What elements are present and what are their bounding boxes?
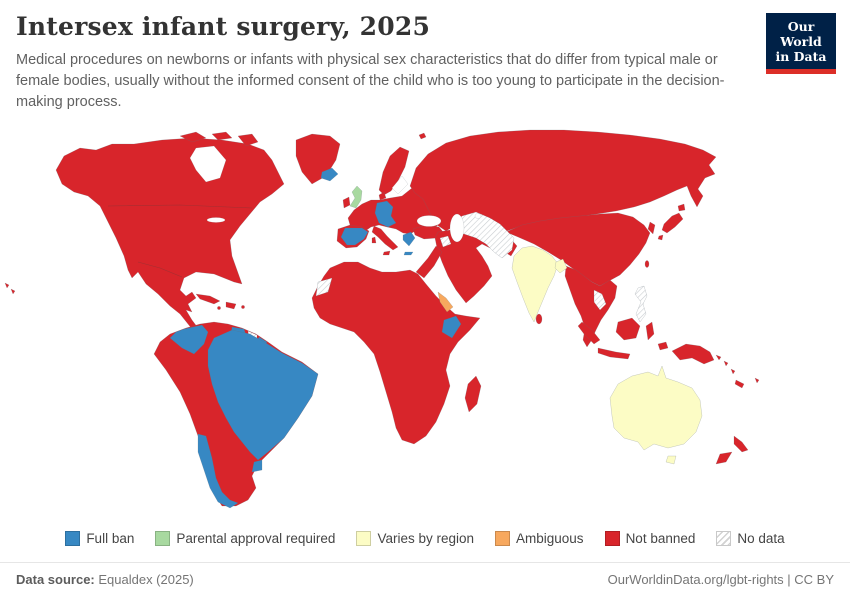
country-philippines[interactable]	[634, 285, 648, 323]
country-sri-lanka[interactable]	[535, 313, 543, 325]
page-title: Intersex infant surgery, 2025	[16, 12, 431, 41]
legend-item-varies-by-region[interactable]: Varies by region	[356, 531, 474, 546]
country-sinai-levant[interactable]	[415, 245, 443, 279]
country-central-asia[interactable]	[451, 211, 515, 259]
country-indonesia[interactable]	[577, 317, 669, 360]
legend-label-full-ban: Full ban	[86, 531, 135, 546]
legend-label-varies-by-region: Varies by region	[377, 531, 475, 546]
legend-swatch-parental-approval	[155, 531, 171, 546]
us-mexico-border	[137, 261, 183, 278]
country-africa[interactable]	[311, 261, 481, 445]
country-hawaii[interactable]	[4, 282, 16, 295]
legend-item-not-banned[interactable]: Not banned	[604, 531, 696, 546]
country-scandinavia[interactable]	[378, 146, 410, 196]
country-colombia[interactable]	[169, 324, 209, 355]
legend-item-parental-approval[interactable]: Parental approval required	[155, 531, 335, 546]
country-svalbard[interactable]	[418, 132, 427, 140]
map-legend: Full ban Parental approval required Vari…	[0, 531, 850, 546]
owid-logo[interactable]: Our World in Data	[766, 13, 836, 74]
country-ireland[interactable]	[342, 196, 351, 209]
country-australia[interactable]	[609, 365, 703, 465]
hudson-bay	[189, 145, 227, 183]
country-cuba[interactable]	[195, 293, 221, 305]
country-japan[interactable]	[657, 203, 686, 241]
country-eritrea[interactable]	[437, 291, 454, 313]
data-source-value: Equaldex (2025)	[94, 572, 194, 587]
legend-swatch-not-banned	[604, 531, 620, 546]
country-north-america[interactable]	[55, 137, 285, 335]
legend-swatch-no-data	[716, 531, 732, 546]
us-canada-border	[107, 204, 253, 209]
country-india[interactable]	[511, 245, 559, 323]
chart-footer: Data source: Equaldex (2025) OurWorldinD…	[0, 562, 850, 587]
black-sea	[416, 215, 442, 227]
chart-subtitle: Medical procedures on newborns or infant…	[16, 52, 725, 111]
country-chile[interactable]	[197, 433, 239, 509]
country-laos[interactable]	[593, 289, 607, 311]
owid-logo-line1: Our World	[780, 19, 822, 49]
country-arctic-islands[interactable]	[179, 131, 259, 147]
country-germany[interactable]	[374, 200, 397, 228]
legend-label-not-banned: Not banned	[625, 531, 696, 546]
country-pacific-islands[interactable]	[715, 354, 760, 389]
world-map	[0, 126, 850, 522]
country-italy[interactable]	[371, 225, 399, 251]
country-sicily[interactable]	[382, 250, 391, 256]
chart-header: Intersex infant surgery, 2025 Medical pr…	[16, 12, 750, 113]
country-syria[interactable]	[439, 235, 452, 248]
country-taiwan[interactable]	[644, 260, 650, 268]
country-western-sahara[interactable]	[315, 277, 333, 297]
country-puerto-rico[interactable]	[241, 305, 245, 309]
country-korea[interactable]	[647, 221, 656, 235]
country-new-guinea[interactable]	[671, 343, 715, 365]
legend-swatch-full-ban	[65, 531, 81, 546]
country-hispaniola[interactable]	[225, 301, 237, 310]
country-new-zealand[interactable]	[715, 435, 749, 465]
owid-url-link[interactable]: OurWorldinData.org/lgbt-rights | CC BY	[607, 572, 834, 587]
country-iceland[interactable]	[320, 167, 339, 182]
great-lakes	[206, 217, 226, 223]
country-indochina[interactable]	[564, 265, 618, 348]
country-uruguay[interactable]	[251, 459, 263, 473]
country-united-kingdom[interactable]	[349, 185, 363, 209]
owid-logo-line2: in Data	[775, 49, 827, 64]
country-jamaica[interactable]	[217, 306, 221, 310]
country-greenland[interactable]	[295, 133, 341, 185]
country-kenya[interactable]	[441, 315, 462, 339]
legend-label-parental-approval: Parental approval required	[176, 531, 336, 546]
baltic-sea	[391, 175, 409, 195]
legend-swatch-varies-by-region	[356, 531, 372, 546]
country-madagascar[interactable]	[464, 375, 482, 413]
legend-item-ambiguous[interactable]: Ambiguous	[495, 531, 584, 546]
country-greece[interactable]	[402, 231, 416, 256]
caspian-sea	[449, 213, 465, 243]
data-source: Data source: Equaldex (2025)	[16, 572, 194, 587]
legend-label-no-data: No data	[737, 531, 785, 546]
country-china[interactable]	[505, 212, 651, 287]
legend-label-ambiguous: Ambiguous	[516, 531, 584, 546]
legend-swatch-ambiguous	[495, 531, 511, 546]
country-brazil[interactable]	[207, 329, 319, 461]
aral-sea	[474, 213, 482, 219]
legend-item-no-data[interactable]: No data	[716, 531, 785, 546]
legend-item-full-ban[interactable]: Full ban	[65, 531, 134, 546]
country-sardinia[interactable]	[371, 236, 377, 244]
country-denmark[interactable]	[378, 191, 387, 201]
country-bangladesh[interactable]	[554, 258, 568, 274]
country-spain[interactable]	[340, 227, 369, 246]
data-source-label: Data source:	[16, 572, 95, 587]
